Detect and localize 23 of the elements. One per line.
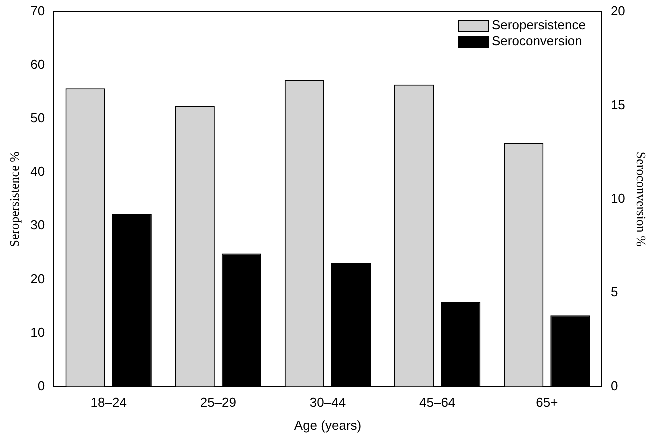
- y-tick-label: 20: [30, 271, 46, 286]
- y-tick-label: 0: [38, 378, 46, 394]
- y-tick-label: 40: [30, 164, 46, 180]
- legend-label: Seroconversion: [492, 34, 582, 49]
- x-tick-label: 18–24: [90, 395, 127, 410]
- y-tick-label: 10: [30, 324, 46, 340]
- y2-tick-label: 10: [610, 190, 626, 206]
- x-tick-label: 65+: [536, 395, 558, 410]
- y-axis-title: Seropersistence %: [7, 151, 22, 248]
- x-tick-label: 45–64: [420, 395, 456, 410]
- y2-tick-label: 0: [610, 378, 618, 394]
- y-tick-label: 30: [30, 218, 46, 233]
- y-tick-label: 70: [30, 4, 46, 19]
- y-tick-label: 50: [30, 110, 46, 126]
- y-tick-label: 60: [30, 57, 46, 72]
- legend-label: Seropersistence: [492, 18, 586, 33]
- y2-tick-label: 20: [610, 4, 626, 19]
- x-axis-title: Age (years): [294, 418, 362, 433]
- x-tick-label: 25–29: [200, 395, 236, 410]
- y2-tick-label: 15: [610, 97, 626, 112]
- y2-axis-title: Seroconversion %: [634, 152, 649, 248]
- x-tick-label: 30–44: [310, 395, 346, 410]
- y2-tick-label: 5: [610, 284, 618, 300]
